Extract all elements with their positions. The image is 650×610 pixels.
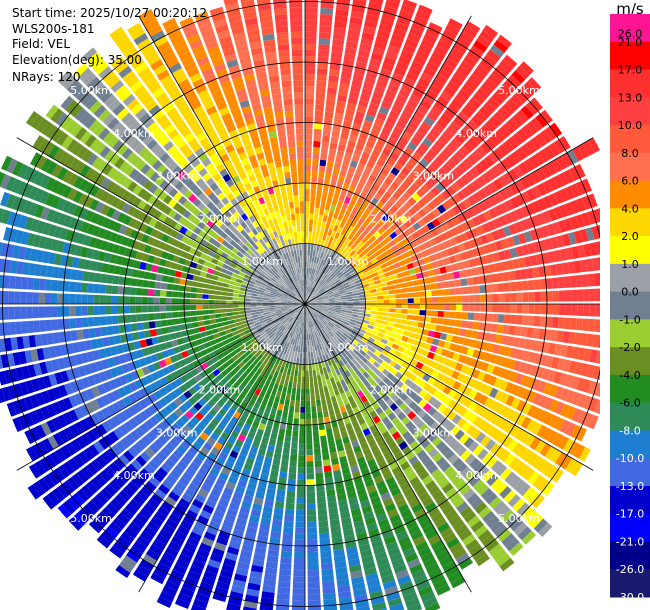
- colorbar-swatch: [610, 236, 650, 265]
- colorbar-swatch: [610, 319, 650, 348]
- range-ring-label: 2.00km: [199, 212, 241, 225]
- range-ring-label: 1.00km: [327, 255, 369, 268]
- range-ring-label: 3.00km: [413, 170, 455, 183]
- range-ring-label: 3.00km: [156, 426, 198, 439]
- station-label: WLS200s-181: [12, 22, 95, 36]
- range-ring-label: 4.00km: [113, 469, 155, 482]
- colorbar-swatch: [610, 41, 650, 71]
- colorbar-swatch: [610, 69, 650, 98]
- colorbar-tick-label: 17.0: [618, 64, 643, 77]
- colorbar-swatch: [610, 430, 650, 459]
- range-ring-label: 1.00km: [241, 341, 283, 354]
- colorbar-tick-label: -13.0: [616, 480, 644, 493]
- range-ring-label: 5.00km: [498, 512, 540, 525]
- colorbar-tick-label: -2.0: [619, 341, 640, 354]
- ppi-velocity-plot: 1.00km 1.00km 1.00km 1.00km 2.00km 2.00km 2.00…: [0, 0, 600, 610]
- elevation-label: Elevation(deg): 35.00: [12, 53, 142, 67]
- nrays-label: NRays: 120: [12, 70, 81, 84]
- ppi-rays: [0, 0, 600, 610]
- colorbar-swatch: [610, 485, 650, 515]
- radial-spoke: [16, 137, 306, 305]
- colorbar-tick-label: -6.0: [619, 397, 640, 410]
- colorbar-swatch: [610, 263, 650, 293]
- field-label: Field: VEL: [12, 37, 71, 51]
- colorbar-tick-label: -26.0: [616, 563, 644, 576]
- range-ring-label: 4.00km: [113, 127, 155, 140]
- colorbar-tick-label: -21.0: [616, 535, 644, 548]
- radial-spoke: [304, 303, 472, 593]
- range-ring-label: 3.00km: [156, 170, 198, 183]
- range-ring-label: 3.00km: [413, 426, 455, 439]
- radial-spoke: [304, 137, 594, 305]
- colorbar-tick-label: -10.0: [616, 452, 644, 465]
- colorbar-swatch: [610, 180, 650, 209]
- colorbar-swatch: [610, 458, 650, 487]
- colorbar-tick-label: 6.0: [621, 175, 639, 188]
- colorbar-tick-label: 13.0: [618, 91, 643, 104]
- range-ring-label: 2.00km: [199, 384, 241, 397]
- colorbar-tick-label: 0.0: [621, 286, 639, 299]
- range-ring-label: 5.00km: [498, 84, 540, 97]
- colorbar-swatch: [610, 513, 650, 542]
- range-ring-label: 2.00km: [370, 212, 412, 225]
- colorbar-tick-label: 1.0: [621, 258, 639, 271]
- radial-spoke: [16, 303, 306, 471]
- colorbar-swatch: [610, 97, 650, 126]
- colorbar-swatch: [610, 208, 650, 237]
- range-ring-label: 2.00km: [370, 384, 412, 397]
- colorbar-tick-label: -4.0: [619, 369, 640, 382]
- range-ring-label: 5.00km: [70, 84, 112, 97]
- colorbar-swatch: [610, 125, 650, 154]
- start-time-label: Start time: 2025/10/27 00:20:12: [12, 6, 207, 20]
- colorbar-title: m/s: [616, 0, 644, 18]
- colorbar-tick-label: -30.0: [616, 591, 644, 604]
- range-ring-label: 4.00km: [455, 469, 497, 482]
- colorbar-swatch: [610, 569, 650, 598]
- colorbar-swatch: [610, 152, 650, 182]
- radial-spoke: [304, 303, 594, 471]
- colorbar-swatch: [610, 347, 650, 376]
- colorbar-tick-label: 8.0: [621, 147, 639, 160]
- colorbar-tick-label: 4.0: [621, 202, 639, 215]
- range-ring-label: 1.00km: [327, 341, 369, 354]
- range-ring-label: 5.00km: [70, 512, 112, 525]
- range-ring-label: 1.00km: [241, 255, 283, 268]
- colorbar-swatch: [610, 541, 650, 570]
- colorbar-swatch: [610, 374, 650, 404]
- colorbar-tick-label: -17.0: [616, 508, 644, 521]
- radial-spoke: [304, 15, 472, 305]
- colorbar-tick-label: 26.0: [618, 27, 643, 40]
- colorbar-tick-label: -8.0: [619, 424, 640, 437]
- radial-spoke: [138, 15, 306, 305]
- colorbar-tick-label: 2.0: [621, 230, 639, 243]
- radial-spoke: [138, 303, 306, 593]
- colorbar-tick-label: 10.0: [618, 119, 643, 132]
- colorbar-swatch: [610, 402, 650, 431]
- colorbar-tick-label: 21.0: [618, 36, 643, 49]
- colorbar-swatch: [610, 14, 650, 43]
- colorbar-swatch: [610, 291, 650, 320]
- colorbar-tick-label: -1.0: [619, 313, 640, 326]
- range-ring-label: 4.00km: [455, 127, 497, 140]
